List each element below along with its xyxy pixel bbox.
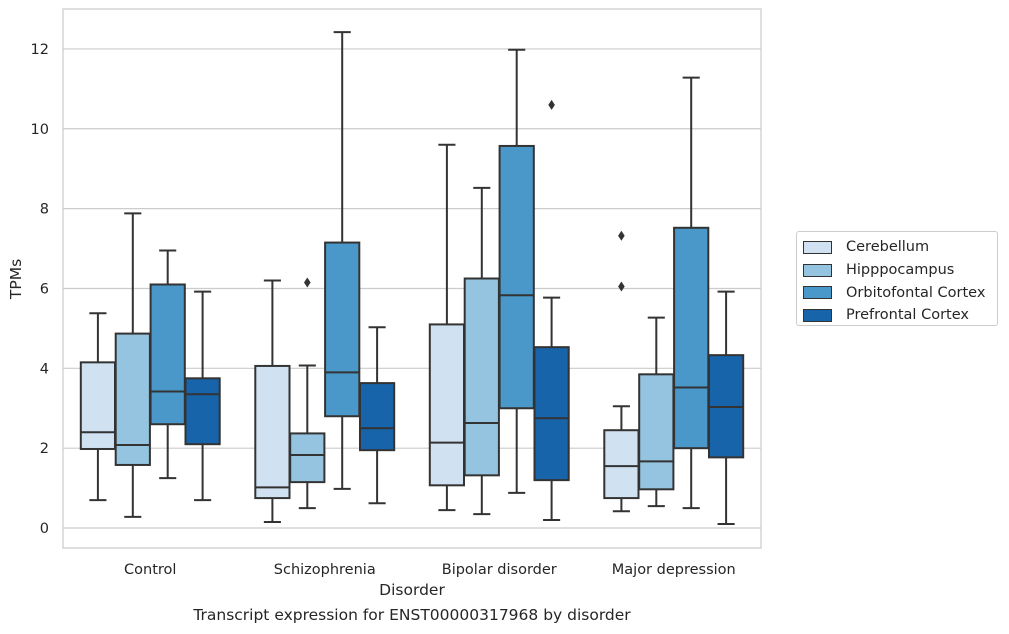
- box-group: [463, 186, 500, 516]
- box-group: [428, 143, 466, 512]
- box-group: [358, 326, 396, 505]
- legend-label-hippocampus: Hipppocampus: [846, 262, 955, 279]
- legend-swatch-prefrontal-cortex: [803, 308, 832, 322]
- box-group: [673, 76, 710, 510]
- y-tick-label: 8: [40, 202, 49, 218]
- outlier-point: [618, 230, 625, 241]
- y-tick-label: 6: [40, 281, 49, 297]
- iqr-box: [533, 346, 570, 482]
- x-tick-label: Schizophrenia: [274, 562, 376, 578]
- box-group: [254, 279, 291, 524]
- y-tick-label: 4: [40, 361, 49, 377]
- iqr-box: [184, 377, 221, 446]
- iqr-box: [358, 382, 396, 452]
- box-group: [114, 212, 151, 518]
- axis-ticks: 0 2 4 6 8 10 12 Control Schizophrenia Bipolar dis…: [31, 42, 736, 578]
- iqr-box: [638, 373, 675, 491]
- box-group: [324, 31, 361, 490]
- legend-item-prefrontal-cortex: Prefrontal Cortex: [803, 304, 997, 327]
- box-group: [603, 230, 640, 513]
- y-tick-label: 2: [40, 441, 49, 457]
- x-axis-label: Disorder: [379, 581, 445, 599]
- legend-item-hippocampus: Hipppocampus: [803, 259, 997, 282]
- legend: Cerebellum Hipppocampus Orbitofontal Cor…: [796, 231, 998, 326]
- box-group: [149, 249, 186, 480]
- box-group: [533, 99, 570, 522]
- y-tick-label: 12: [31, 42, 49, 58]
- legend-label-cerebellum: Cerebellum: [846, 239, 930, 256]
- iqr-box: [428, 323, 466, 487]
- legend-item-orbitofrontal-cortex: Orbitofontal Cortex: [803, 281, 997, 304]
- outlier-point: [548, 99, 555, 110]
- plot-frame: [62, 8, 762, 549]
- iqr-box: [498, 144, 535, 410]
- box-group: [184, 290, 221, 502]
- x-tick-label: Control: [124, 562, 176, 578]
- legend-swatch-orbitofrontal-cortex: [803, 286, 832, 300]
- iqr-box: [149, 283, 186, 426]
- iqr-box: [603, 429, 640, 500]
- box-plot-marks: [79, 31, 745, 526]
- iqr-box: [79, 361, 117, 450]
- y-tick-label: 10: [31, 122, 49, 138]
- y-axis-label: TPMs: [7, 259, 25, 300]
- iqr-box: [114, 332, 151, 466]
- figure-caption: Transcript expression for ENST0000031796…: [193, 606, 631, 624]
- legend-swatch-cerebellum: [803, 240, 832, 254]
- iqr-box: [324, 241, 361, 418]
- box-group: [498, 48, 535, 494]
- iqr-box: [254, 364, 291, 500]
- iqr-box: [289, 432, 326, 484]
- legend-label-prefrontal-cortex: Prefrontal Cortex: [846, 307, 969, 324]
- iqr-box: [673, 226, 710, 450]
- legend-swatch-hippocampus: [803, 263, 832, 277]
- box-group: [289, 277, 326, 510]
- box-group: [638, 316, 675, 508]
- iqr-box: [463, 277, 500, 477]
- x-tick-label: Major depression: [612, 562, 736, 578]
- box-group: [79, 312, 117, 502]
- box-group: [707, 290, 745, 526]
- legend-label-orbitofrontal-cortex: Orbitofontal Cortex: [846, 284, 986, 301]
- outlier-point: [304, 277, 311, 288]
- y-tick-label: 0: [40, 521, 49, 537]
- legend-item-cerebellum: Cerebellum: [803, 236, 997, 259]
- x-tick-label: Bipolar disorder: [442, 562, 557, 578]
- outlier-point: [618, 281, 625, 292]
